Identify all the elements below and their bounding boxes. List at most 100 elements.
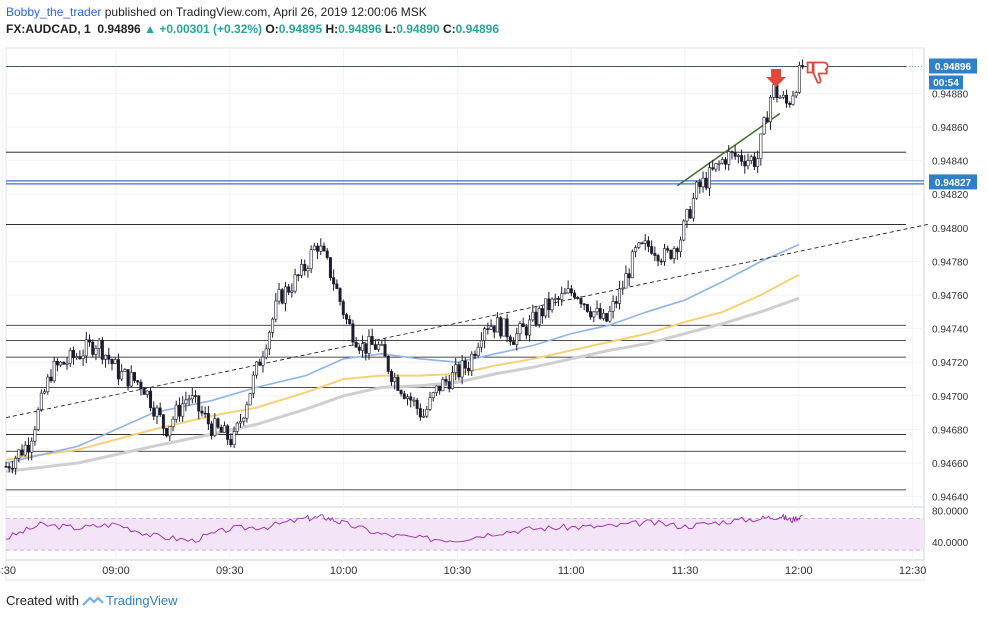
- candle-body: [149, 390, 153, 409]
- candle-body: [605, 313, 609, 322]
- candle-body: [332, 277, 336, 285]
- grid: [1, 48, 924, 560]
- ma-fast-line: [5, 243, 800, 464]
- candle-body: [344, 314, 348, 320]
- candle-body: [402, 393, 406, 399]
- candle-body: [43, 391, 47, 394]
- candle-body: [412, 399, 416, 402]
- candle-body: [126, 369, 130, 387]
- candle-body: [569, 288, 573, 294]
- candle-body: [505, 318, 509, 338]
- price-tick-label: 0.94660: [932, 459, 969, 470]
- price-tick-label: 0.94860: [932, 123, 969, 134]
- candle-body: [492, 326, 496, 333]
- candle-body: [280, 289, 284, 304]
- candle-body: [720, 159, 724, 164]
- thumbs-down-cuff: [806, 61, 814, 74]
- candle-body: [36, 409, 40, 430]
- candle-body: [560, 293, 564, 300]
- candle-body: [181, 403, 185, 417]
- candle-body: [251, 374, 255, 394]
- tradingview-brand-link[interactable]: TradingView: [105, 593, 178, 608]
- candle-body: [553, 298, 557, 300]
- candle-body: [255, 361, 259, 376]
- countdown-badge-label: 00:54: [933, 78, 959, 89]
- candle-body: [84, 339, 88, 357]
- candle-body: [762, 117, 766, 135]
- candle-body: [566, 288, 570, 294]
- candle-body: [206, 413, 210, 425]
- candle-body: [640, 242, 644, 245]
- time-tick-label: 09:00: [102, 565, 130, 577]
- countdown-badge: [929, 75, 963, 90]
- candle-body: [444, 379, 448, 382]
- candle-body: [14, 457, 18, 469]
- candle-body: [65, 362, 69, 365]
- candle-body: [547, 298, 551, 311]
- candle-body: [653, 253, 657, 256]
- candle-body: [389, 371, 393, 382]
- candle-body: [46, 376, 50, 393]
- candle-body: [55, 360, 59, 366]
- close-value: 0.94896: [455, 22, 500, 36]
- candle-body: [544, 298, 548, 317]
- published-text: published on TradingView.com, April 26, …: [104, 5, 427, 19]
- candle-body: [396, 376, 400, 391]
- candle-body: [598, 308, 602, 319]
- change-up-icon: ▲: [144, 22, 156, 36]
- low-label: L:: [384, 22, 397, 36]
- candle-body: [531, 311, 535, 321]
- time-tick-label: 08:30: [0, 565, 16, 577]
- candle-body: [152, 407, 156, 417]
- author-link[interactable]: Bobby_the_trader: [6, 5, 102, 19]
- candle-body: [274, 300, 278, 320]
- horizontal-levels: [6, 66, 924, 491]
- candle-body: [139, 381, 143, 390]
- candle-body: [515, 333, 519, 345]
- candle-body: [473, 353, 477, 356]
- candle-body: [264, 348, 268, 358]
- candle-body: [242, 417, 246, 422]
- candle-body: [627, 273, 631, 279]
- support-price-badge: [929, 174, 977, 190]
- candle-body: [724, 159, 728, 165]
- candle-body: [752, 156, 756, 167]
- footer: Created with TradingView: [6, 592, 178, 610]
- candle-body: [447, 381, 451, 390]
- candle-body: [450, 372, 454, 390]
- rsi-pane: [5, 513, 924, 551]
- price-tick-label: 0.94760: [932, 291, 969, 302]
- candle-body: [434, 385, 438, 393]
- candle-body: [508, 336, 512, 342]
- time-tick-label: 11:30: [672, 565, 699, 577]
- candle-body: [235, 422, 239, 432]
- candle-body: [357, 346, 361, 351]
- candle-body: [589, 311, 593, 318]
- candle-body: [406, 396, 410, 399]
- symbol-label[interactable]: FX:AUDCAD, 1: [6, 22, 91, 36]
- candle-body: [717, 162, 721, 165]
- candle-body: [232, 431, 236, 446]
- candle-body: [107, 354, 111, 360]
- candle-body: [142, 388, 146, 395]
- candle-body: [431, 392, 435, 398]
- candle-body: [550, 298, 554, 311]
- candle-body: [62, 361, 66, 365]
- time-tick-label: 12:00: [785, 565, 813, 577]
- candle-body: [312, 245, 316, 251]
- candle-body: [4, 466, 8, 468]
- candle-body: [373, 344, 377, 350]
- candle-body: [585, 304, 589, 312]
- candle-body: [100, 339, 104, 360]
- low-value: 0.94890: [396, 22, 440, 36]
- time-tick-label: 09:30: [216, 565, 244, 577]
- chart-frame: [5, 47, 925, 581]
- candle-body: [59, 361, 63, 366]
- thumbs-down-hand: [812, 61, 829, 84]
- rsi-band: [6, 518, 924, 551]
- candle-body: [463, 360, 467, 369]
- candle-body: [573, 292, 577, 298]
- candle-body: [306, 268, 310, 272]
- rsi-tick-label: 80.0000: [932, 507, 969, 518]
